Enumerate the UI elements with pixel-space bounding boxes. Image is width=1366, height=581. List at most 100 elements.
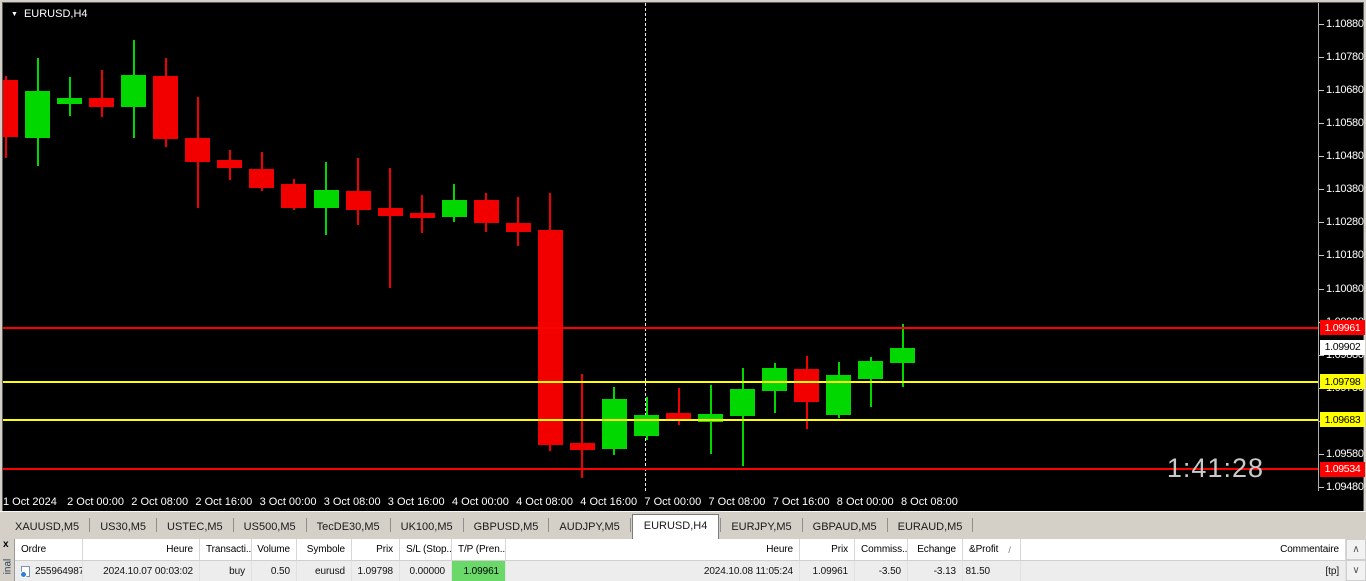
price-tick bbox=[1319, 189, 1324, 191]
time-label: 7 Oct 16:00 bbox=[772, 496, 830, 508]
tab-separator bbox=[232, 518, 234, 532]
candle bbox=[698, 413, 724, 422]
time-label: 3 Oct 00:00 bbox=[259, 496, 317, 508]
column-header-prix[interactable]: Prix bbox=[352, 539, 400, 561]
price-label: 1.10780 bbox=[1326, 50, 1364, 63]
tab-separator bbox=[972, 518, 974, 532]
time-label: 4 Oct 16:00 bbox=[580, 496, 638, 508]
price-tick bbox=[1319, 487, 1324, 488]
chart-plot-area[interactable]: ▼ EURUSD,H4 1:41:28 bbox=[3, 3, 1318, 491]
candle bbox=[537, 230, 563, 446]
row-cell-12: 81.50 bbox=[963, 561, 1021, 581]
terminal-side-strip: x inal bbox=[0, 539, 15, 581]
hline-1.09798[interactable] bbox=[3, 380, 1318, 383]
tab-tecde30-m5[interactable]: TecDE30,M5 bbox=[316, 521, 380, 533]
candle bbox=[409, 212, 435, 218]
scroll-down-icon[interactable]: ∨ bbox=[1346, 560, 1366, 581]
column-header-heure[interactable]: Heure bbox=[83, 539, 200, 561]
period-separator-line bbox=[644, 3, 646, 491]
tab-gbpusd-m5[interactable]: GBPUSD,M5 bbox=[473, 521, 539, 533]
time-label: 7 Oct 00:00 bbox=[644, 496, 702, 508]
row-cell-13: [tp] bbox=[1021, 561, 1346, 581]
price-tick bbox=[1319, 123, 1324, 125]
column-header--profit[interactable]: &Profit / bbox=[963, 539, 1021, 561]
price-tick bbox=[1319, 23, 1324, 25]
price-label: 1.10480 bbox=[1326, 150, 1364, 163]
column-header-t-p-pren-[interactable]: T/P (Pren... bbox=[452, 539, 506, 561]
column-header-s-l-stop-[interactable]: S/L (Stop... bbox=[400, 539, 452, 561]
chart-symbol-label[interactable]: ▼ EURUSD,H4 bbox=[11, 8, 88, 20]
column-header-symbole[interactable]: Symbole bbox=[297, 539, 352, 561]
terminal-tab[interactable]: inal bbox=[0, 552, 15, 581]
price-label: 1.10280 bbox=[1326, 216, 1364, 229]
row-cell-5: 1.09798 bbox=[352, 561, 400, 581]
trade-table-header: Ordre Heure Transacti... Volume Symbole Prix S… bbox=[15, 539, 1346, 561]
time-label: 2 Oct 00:00 bbox=[67, 496, 124, 508]
candle bbox=[153, 75, 179, 139]
tab-ustec-m5[interactable]: USTEC,M5 bbox=[167, 521, 223, 533]
price-tick bbox=[1319, 255, 1324, 257]
candle bbox=[249, 168, 275, 188]
candle bbox=[794, 368, 820, 402]
row-cell-6: 0.00000 bbox=[400, 561, 452, 581]
column-header-commiss-[interactable]: Commiss... bbox=[855, 539, 908, 561]
column-header-volume[interactable]: Volume bbox=[252, 539, 297, 561]
column-header-echange[interactable]: Echange bbox=[908, 539, 963, 561]
trade-table-row[interactable]: 255964987 2024.10.07 00:03:02 buy 0.50 eurus… bbox=[15, 561, 1346, 581]
time-label: 2 Oct 08:00 bbox=[131, 496, 189, 508]
candle bbox=[281, 184, 307, 208]
candle bbox=[762, 367, 788, 391]
tab-xauusd-m5[interactable]: XAUUSD,M5 bbox=[15, 521, 80, 533]
candle bbox=[569, 443, 595, 450]
price-tag-1.09961: 1.09961 bbox=[1320, 320, 1365, 336]
tab-separator bbox=[305, 518, 307, 532]
tab-separator bbox=[886, 518, 888, 532]
candle bbox=[313, 189, 339, 208]
column-header-transacti-[interactable]: Transacti... bbox=[200, 539, 252, 561]
candle bbox=[185, 138, 211, 162]
time-label: 8 Oct 00:00 bbox=[836, 496, 894, 508]
hline-1.09683[interactable] bbox=[3, 418, 1318, 421]
tab-gbpaud-m5[interactable]: GBPAUD,M5 bbox=[812, 521, 877, 533]
row-cell-9: 1.09961 bbox=[800, 561, 855, 581]
table-scrollbar[interactable]: ∧ ∨ bbox=[1346, 539, 1366, 581]
time-label: 7 Oct 08:00 bbox=[708, 496, 766, 508]
chart-region: ▼ EURUSD,H4 1:41:28 1.10880 1.10780 1.1068… bbox=[2, 2, 1365, 511]
tab-euraud-m5[interactable]: EURAUD,M5 bbox=[897, 521, 963, 533]
column-header-heure[interactable]: Heure bbox=[506, 539, 800, 561]
tab-us30-m5[interactable]: US30,M5 bbox=[100, 521, 147, 533]
tab-separator bbox=[629, 518, 631, 532]
close-icon[interactable]: x bbox=[3, 539, 9, 550]
price-label: 1.10180 bbox=[1326, 249, 1364, 262]
candle-wick bbox=[517, 196, 520, 246]
hline-1.09961[interactable] bbox=[3, 326, 1318, 329]
candle bbox=[345, 190, 371, 210]
candle bbox=[3, 79, 18, 137]
column-header-commentaire[interactable]: Commentaire bbox=[1021, 539, 1346, 561]
tab-eurjpy-m5[interactable]: EURJPY,M5 bbox=[731, 521, 792, 533]
tab-audjpy-m5[interactable]: AUDJPY,M5 bbox=[559, 521, 620, 533]
price-label: 1.10080 bbox=[1326, 282, 1364, 295]
symbol-timeframe-text: EURUSD,H4 bbox=[23, 8, 88, 20]
tab-eurusd-h4[interactable]: EURUSD,H4 bbox=[631, 514, 720, 539]
time-label: 4 Oct 00:00 bbox=[452, 496, 509, 508]
price-tick bbox=[1319, 156, 1324, 158]
candle-wick bbox=[389, 167, 392, 288]
column-header-ordre[interactable]: Ordre bbox=[15, 539, 83, 561]
column-header-prix[interactable]: Prix bbox=[800, 539, 855, 561]
candle-wick bbox=[100, 69, 103, 117]
tab-uk100-m5[interactable]: UK100,M5 bbox=[400, 521, 453, 533]
terminal-panel: x inal Ordre Heure Transacti... Volume Symbo… bbox=[0, 539, 1366, 581]
candle bbox=[666, 412, 691, 421]
time-label: 2 Oct 16:00 bbox=[195, 496, 253, 508]
price-label: 1.09480 bbox=[1326, 481, 1364, 493]
candle-wick bbox=[68, 76, 71, 116]
tab-us500-m5[interactable]: US500,M5 bbox=[243, 521, 296, 533]
hline-1.09534[interactable] bbox=[3, 468, 1318, 471]
price-label: 1.10580 bbox=[1326, 117, 1364, 130]
price-tick bbox=[1319, 222, 1324, 224]
chevron-down-icon[interactable]: ▼ bbox=[11, 10, 18, 18]
price-tick bbox=[1319, 90, 1324, 91]
scroll-up-icon[interactable]: ∧ bbox=[1346, 539, 1366, 560]
